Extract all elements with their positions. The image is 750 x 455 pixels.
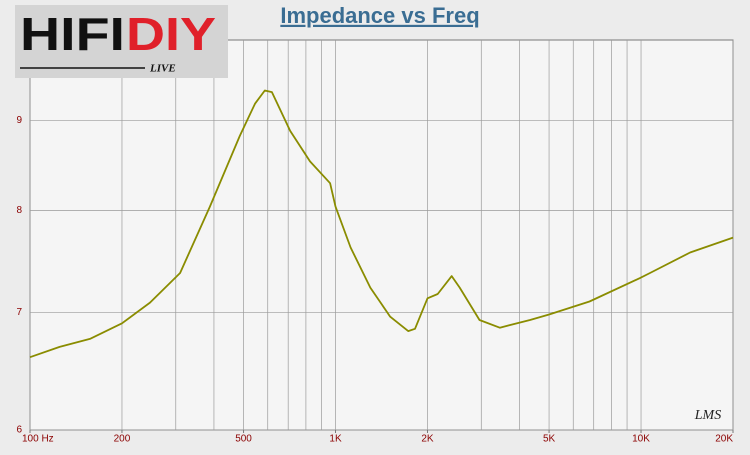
x-tick-label: 5K: [543, 434, 556, 445]
watermark: LMS: [694, 408, 721, 423]
x-tick-label: 200: [114, 434, 131, 445]
x-tick-label: 2K: [421, 434, 434, 445]
plot-area: [29, 39, 734, 431]
x-tick-label: 500: [235, 434, 252, 445]
grid: [29, 40, 734, 431]
logo-tagline: LIVE: [149, 63, 176, 75]
y-tick-label: 6: [16, 425, 22, 436]
logo-part1: HIFI: [20, 8, 125, 60]
y-tick-label: 9: [16, 115, 22, 126]
y-tick-label: 7: [16, 307, 22, 318]
y-tick-label: 8: [16, 205, 22, 216]
logo-box: [15, 5, 228, 78]
x-tick-label: 1K: [329, 434, 342, 445]
x-tick-label: 20K: [715, 434, 733, 445]
chart-title: Impedance vs Freq: [280, 3, 479, 28]
x-tick-label: 100 Hz: [22, 434, 54, 445]
x-tick-label: 10K: [632, 434, 650, 445]
logo-part2: DIY: [126, 8, 216, 60]
impedance-line: [29, 89, 734, 359]
